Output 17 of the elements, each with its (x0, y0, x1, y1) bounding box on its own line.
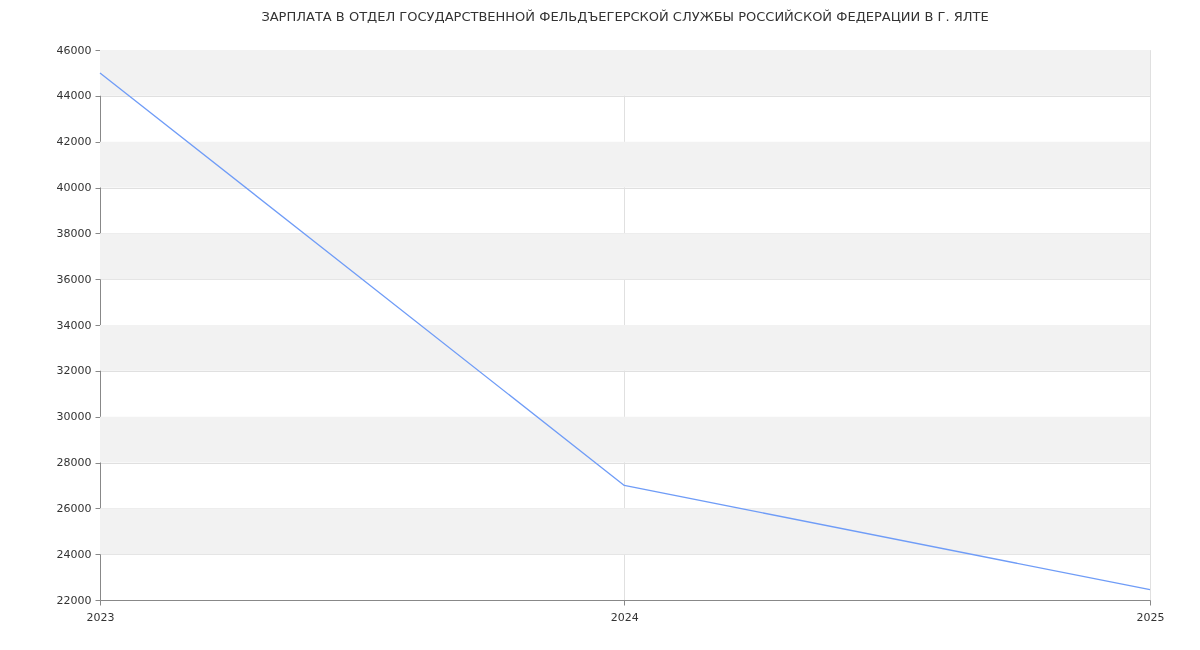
y-tick-label: 24000 (56, 547, 92, 561)
x-tick-label: 2025 (1136, 610, 1165, 624)
chart-title: ЗАРПЛАТА В ОТДЕЛ ГОСУДАРСТВЕННОЙ ФЕЛЬДЪЕГЕРСКОЙ СЛУЖБЫ РОССИЙСКОЙ ФЕДЕРАЦИИ В Г. ЯЛТЕ (261, 9, 989, 24)
y-tick-label: 42000 (56, 135, 92, 149)
y-tick-label: 46000 (56, 43, 92, 57)
x-tick-label: 2024 (610, 610, 639, 624)
y-tick-label: 44000 (56, 89, 92, 103)
y-tick-label: 26000 (56, 501, 92, 515)
y-tick-label: 30000 (56, 410, 92, 424)
y-tick-label: 38000 (56, 226, 92, 240)
y-tick-label: 36000 (56, 272, 92, 286)
x-tick-label: 2023 (86, 610, 115, 624)
y-tick-label: 34000 (56, 318, 92, 332)
y-tick-label: 22000 (56, 593, 92, 607)
y-tick-label: 32000 (56, 364, 92, 378)
y-tick-label: 40000 (56, 181, 92, 194)
y-tick-label: 28000 (56, 456, 92, 469)
